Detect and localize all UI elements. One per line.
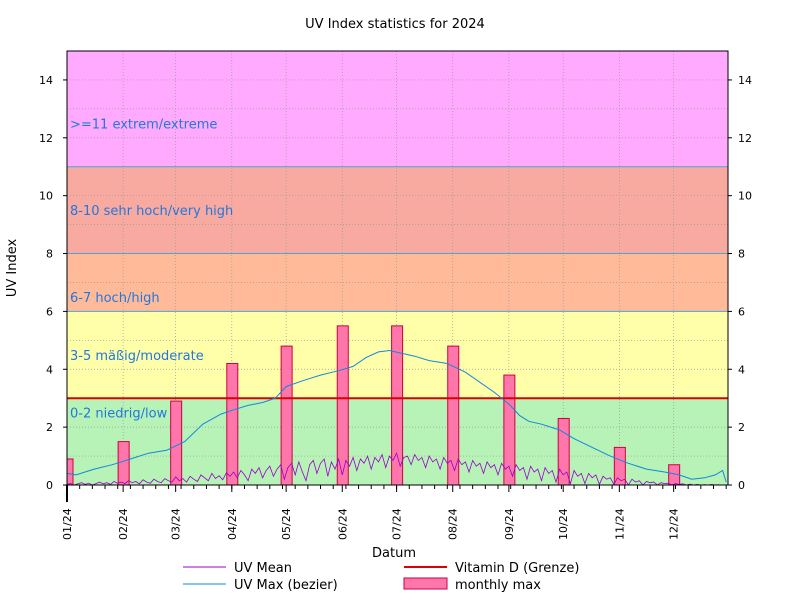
legend-label-2: UV Max (bezier) — [234, 578, 338, 593]
y-tick-label-right: 10 — [738, 190, 752, 203]
bar-monthly-max-1 — [66, 458, 74, 486]
zone-label-1: 3-5 mäßig/moderate — [70, 349, 204, 364]
monthly-max-bars — [66, 325, 681, 486]
y-tick-label-right: 12 — [738, 132, 752, 145]
y-tick-label-left: 2 — [46, 421, 53, 434]
bar-monthly-max-4 — [226, 362, 239, 486]
legend-label-1: Vitamin D (Grenze) — [455, 561, 579, 576]
plot-frame — [66, 50, 729, 486]
x-tick-label-month: 12/24 — [668, 508, 681, 540]
x-tick-label-month: 09/24 — [503, 508, 516, 540]
x-tick-label-month: 07/24 — [391, 508, 404, 540]
y-tick-label-left: 12 — [39, 132, 53, 145]
zone-label-4: >=11 extrem/extreme — [70, 117, 217, 132]
zone-label-3: 8-10 sehr hoch/very high — [70, 204, 233, 219]
y-tick-label-left: 6 — [46, 305, 53, 318]
y-tick-label-right: 2 — [738, 421, 745, 434]
bar-monthly-max-7 — [391, 325, 404, 486]
bar-monthly-max-2 — [117, 441, 130, 486]
axes: 0 0 2 2 4 4 6 6 8 8 10 10 12 12 14 14 01/24 02/24 03/24 04/… — [39, 50, 752, 540]
y-tick-label-left: 14 — [39, 74, 53, 87]
bar-monthly-max-3 — [170, 400, 183, 486]
y-tick-label-right: 8 — [738, 248, 745, 261]
y-tick-label-left: 8 — [46, 248, 53, 261]
chart-title: UV Index statistics for 2024 — [305, 17, 485, 32]
x-axis-label: Datum — [372, 546, 416, 561]
x-tick-label-month: 08/24 — [447, 508, 460, 540]
y-tick-label-left: 10 — [39, 190, 53, 203]
zone-band-3 — [67, 166, 728, 254]
x-tick-label-month: 10/24 — [557, 508, 570, 540]
legend-label-0: UV Mean — [234, 561, 292, 576]
legend: UV Mean Vitamin D (Grenze) UV Max (bezier)… — [183, 561, 579, 593]
x-tick-label-month: 11/24 — [613, 508, 626, 540]
legend-swatch-3 — [403, 577, 448, 590]
legend-label-3: monthly max — [455, 578, 541, 593]
x-tick-label-month: 05/24 — [280, 508, 293, 540]
x-tick-label-month: 06/24 — [336, 508, 349, 540]
x-tick-label-month: 04/24 — [226, 508, 239, 540]
zone-label-0: 0-2 niedrig/low — [70, 407, 168, 422]
x-tick-label-month: 02/24 — [117, 508, 130, 540]
x-tick-label-month: 03/24 — [170, 508, 183, 540]
uv-max-line — [66, 349, 727, 483]
uv-mean-line — [66, 452, 719, 486]
y-tick-label-right: 4 — [738, 363, 745, 376]
zone-labels: 0-2 niedrig/low 3-5 mäßig/moderate 6-7 hoc… — [70, 117, 233, 421]
y-tick-label-left: 4 — [46, 363, 53, 376]
y-tick-label-right: 6 — [738, 305, 745, 318]
series-lines — [66, 349, 728, 486]
y-axis-label: UV Index — [5, 239, 20, 298]
y-tick-label-right: 14 — [738, 74, 752, 87]
x-tick-label-month: 01/24 — [61, 508, 74, 540]
bar-monthly-max-8 — [447, 345, 460, 486]
y-tick-label-right: 0 — [738, 479, 745, 492]
zone-label-2: 6-7 hoch/high — [70, 291, 160, 306]
y-tick-label-left: 0 — [46, 479, 53, 492]
